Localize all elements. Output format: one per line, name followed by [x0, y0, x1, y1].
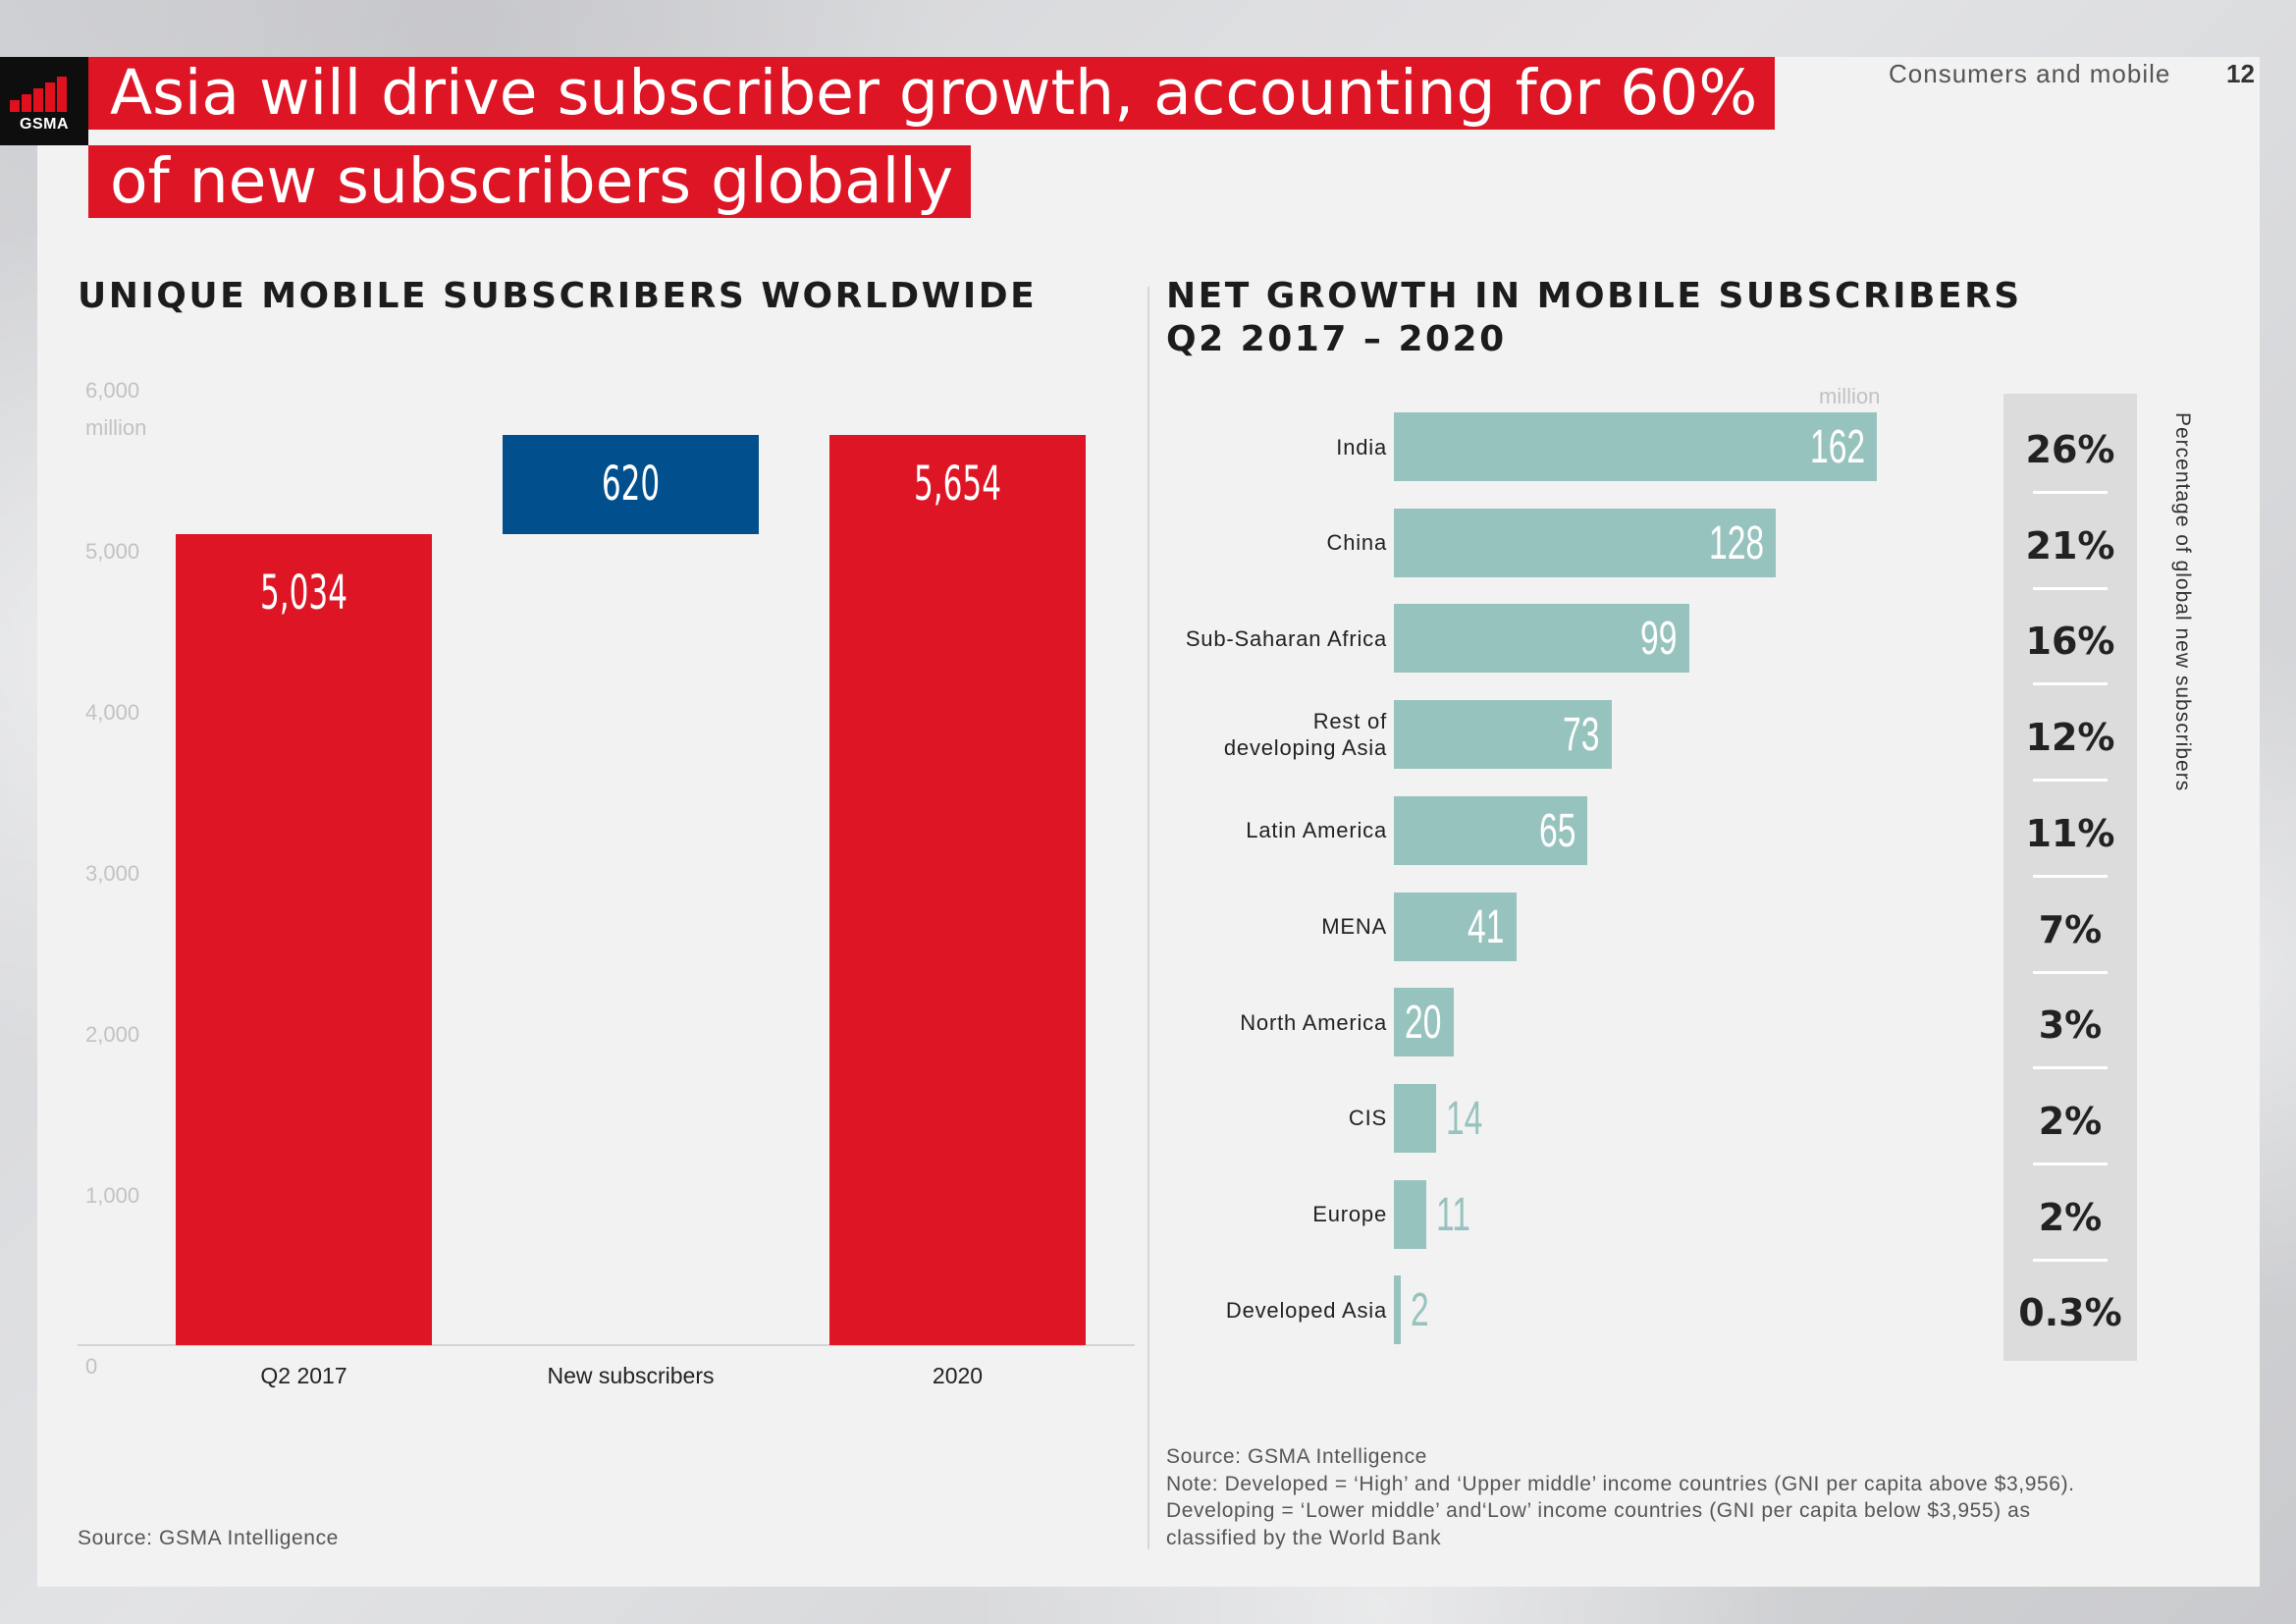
section-label: Consumers and mobile — [1889, 59, 2171, 88]
region-label: MENA — [1321, 914, 1387, 939]
x-axis-line — [78, 1344, 1135, 1346]
y-tick-label: 3,000 — [85, 861, 140, 886]
x-category-label: Q2 2017 — [260, 1363, 347, 1388]
hbar-value-label: 14 — [1445, 1092, 1482, 1145]
region-label: Developed Asia — [1225, 1297, 1387, 1323]
left-chart-source: Source: GSMA Intelligence — [78, 1527, 339, 1549]
hbar-cis — [1394, 1083, 1436, 1153]
percentage-divider — [2033, 970, 2108, 974]
percentage-divider — [2033, 491, 2108, 494]
bar-new-subscribers: 620 — [503, 434, 759, 535]
headline-line-1: Asia will drive subscriber growth, accou… — [88, 57, 1776, 130]
x-category-label: 2020 — [932, 1363, 984, 1388]
percentage-value: 0.3% — [2018, 1291, 2122, 1335]
percentage-value: 2% — [2038, 1195, 2103, 1239]
x-category-label: New subscribers — [547, 1363, 715, 1388]
column-divider — [1148, 287, 1149, 1549]
y-axis-unit: million — [85, 415, 147, 440]
region-label: Sub-Saharan Africa — [1185, 625, 1387, 651]
hbar-value-label: 128 — [1708, 516, 1764, 569]
hbar-developed-asia — [1394, 1275, 1401, 1345]
bar-value-label: 620 — [601, 456, 661, 512]
percentage-divider — [2033, 874, 2108, 878]
y-tick-label: 1,000 — [85, 1183, 140, 1208]
region-label: Europe — [1312, 1202, 1387, 1227]
percentage-divider — [2033, 586, 2108, 590]
percentage-value: 21% — [2025, 523, 2115, 568]
right-chart-source: Source: GSMA Intelligence Note: Develope… — [1166, 1443, 2075, 1551]
percentage-value: 12% — [2025, 716, 2115, 760]
region-label: China — [1326, 530, 1387, 556]
hbar-china — [1394, 508, 1776, 577]
right-chart-title-line1: NET GROWTH IN MOBILE SUBSCRIBERS — [1166, 276, 2022, 316]
hbar-mena — [1394, 892, 1517, 961]
hbar-latin-america — [1394, 795, 1588, 865]
note-line-3: classified by the World Bank — [1166, 1526, 1442, 1549]
hbar-value-label: 41 — [1468, 900, 1505, 953]
percentage-divider — [2033, 1162, 2108, 1165]
percentage-column: 26% 21% 16% 12% 11% 7% 3% 2% 2% 0.3% — [2003, 394, 2137, 1361]
y-tick-label: 2,000 — [85, 1022, 140, 1047]
right-chart-title-line2: Q2 2017 – 2020 — [1166, 319, 1507, 359]
hbar-rest-of-developing-asia — [1394, 700, 1612, 770]
region-label: Latin America — [1246, 818, 1387, 843]
bar-2020: 5,654 — [829, 434, 1086, 1345]
percentage-value: 3% — [2038, 1003, 2103, 1048]
hbar-value-label: 65 — [1539, 804, 1576, 857]
region-label: India — [1336, 434, 1387, 460]
headline-line-2: of new subscribers globally — [88, 145, 972, 218]
y-tick-label: 5,000 — [85, 539, 140, 564]
note-line-1: Note: Developed = ‘High’ and ‘Upper midd… — [1166, 1472, 2075, 1495]
hbar-sub-saharan-africa — [1394, 604, 1689, 674]
percentage-axis-label: Percentage of global new subscribers — [2171, 412, 2194, 792]
region-label: CIS — [1348, 1106, 1387, 1131]
region-label: North America — [1240, 1009, 1387, 1035]
hbar-value-label: 73 — [1563, 709, 1600, 762]
percentage-divider — [2033, 1258, 2108, 1262]
percentage-value: 2% — [2038, 1099, 2103, 1143]
hbar-north-america — [1394, 988, 1454, 1057]
percentage-value: 11% — [2025, 811, 2115, 855]
percentage-divider — [2033, 779, 2108, 783]
hbar-india — [1394, 412, 1877, 481]
logo-text: GSMA — [20, 116, 69, 133]
hbar-value-label: 20 — [1405, 997, 1442, 1050]
hbar-value-label: 99 — [1640, 613, 1678, 666]
left-chart-title: UNIQUE MOBILE SUBSCRIBERS WORLDWIDE — [78, 276, 1038, 316]
hbar-europe — [1394, 1179, 1427, 1249]
hbar-value-label: 2 — [1411, 1284, 1429, 1337]
percentage-value: 7% — [2038, 907, 2103, 951]
note-line-2: Developing = ‘Lower middle’ and‘Low’ inc… — [1166, 1499, 2031, 1522]
y-tick-label: 6,000 — [85, 378, 140, 403]
source-line: Source: GSMA Intelligence — [1166, 1445, 1427, 1468]
y-tick-label: 0 — [85, 1354, 98, 1379]
region-label: Rest of developing Asia — [1223, 709, 1387, 761]
percentage-divider — [2033, 1066, 2108, 1070]
percentage-value: 26% — [2025, 428, 2115, 471]
percentage-value: 16% — [2025, 620, 2115, 664]
page-number: 12 — [2226, 59, 2255, 88]
gsma-logo: GSMA — [0, 57, 88, 145]
x-axis-unit: million — [1819, 384, 1881, 408]
bar-value-label: 5,034 — [260, 566, 347, 622]
percentage-divider — [2033, 682, 2108, 686]
y-tick-label: 4,000 — [85, 700, 140, 725]
bar-value-label: 5,654 — [914, 456, 1001, 512]
hbar-value-label: 162 — [1809, 421, 1865, 473]
hbar-value-label: 11 — [1436, 1188, 1471, 1241]
logo-bars-icon — [10, 77, 79, 112]
bar-q2-2017: 5,034 — [176, 534, 432, 1345]
